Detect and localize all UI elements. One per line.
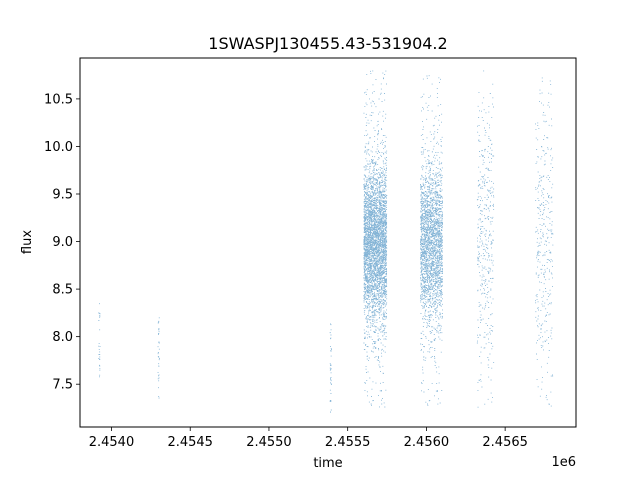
x-tick-label: 2.4560	[404, 435, 450, 450]
y-tick-label: 9.5	[52, 187, 73, 202]
scatter-points	[98, 70, 554, 413]
chart-title: 1SWASPJ130455.43-531904.2	[208, 34, 447, 53]
y-tick-label: 7.5	[52, 378, 73, 393]
x-tick-label: 2.4565	[482, 435, 528, 450]
y-tick-label: 9.0	[52, 235, 73, 250]
x-axis-ticks: 2.4540 2.4545 2.4550 2.4555 2.4560 2.4565	[89, 427, 528, 450]
x-tick-label: 2.4540	[89, 435, 135, 450]
x-tick-label: 2.4550	[246, 435, 292, 450]
y-axis-ticks: 7.5 8.0 8.5 9.0 9.5 10.0 10.5	[44, 92, 80, 393]
y-tick-label: 8.0	[52, 330, 73, 345]
y-tick-label: 10.0	[44, 140, 73, 155]
y-tick-label: 8.5	[52, 283, 73, 298]
x-axis-offset-label: 1e6	[551, 455, 576, 470]
y-axis-label: flux	[20, 230, 35, 254]
x-axis-label: time	[313, 456, 342, 471]
x-tick-label: 2.4545	[167, 435, 213, 450]
plot-frame	[79, 57, 577, 428]
x-tick-label: 2.4555	[325, 435, 371, 450]
scatter-point-markers	[98, 70, 554, 413]
y-tick-label: 10.5	[44, 92, 73, 107]
